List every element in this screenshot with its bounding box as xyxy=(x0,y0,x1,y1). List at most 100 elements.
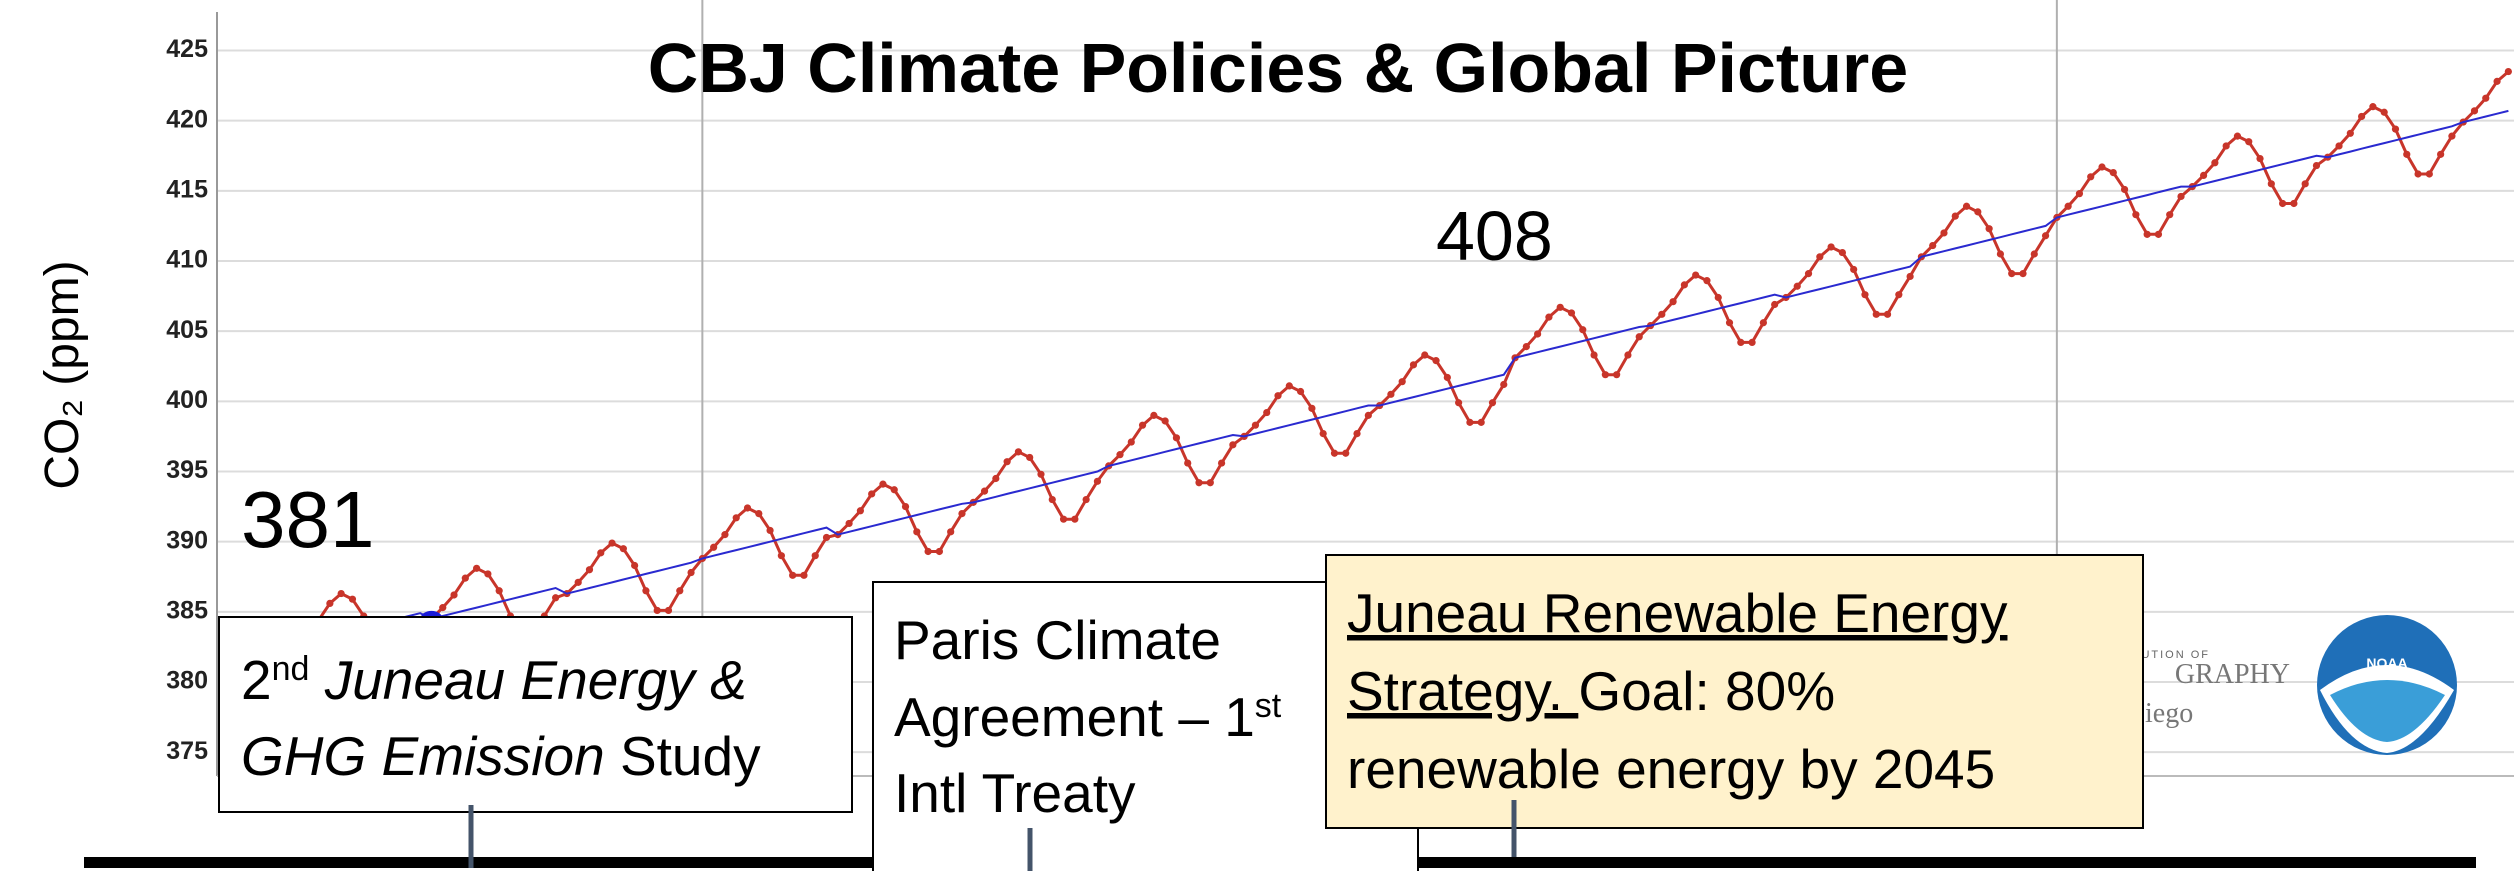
y-tick-label: 400 xyxy=(166,386,208,414)
data-point xyxy=(2143,230,2151,238)
data-point xyxy=(2019,270,2027,278)
data-point xyxy=(348,595,357,603)
data-point xyxy=(2403,150,2411,158)
data-point xyxy=(1477,418,1485,426)
data-point xyxy=(1455,399,1463,407)
data-point xyxy=(1962,202,1971,210)
annotation: 408 xyxy=(1436,197,1553,275)
data-point xyxy=(2301,180,2309,188)
data-point xyxy=(1184,459,1192,467)
data-point xyxy=(1793,282,1801,290)
data-point xyxy=(2064,202,2072,210)
data-point xyxy=(1929,241,1937,250)
data-point xyxy=(1985,225,1993,233)
data-point xyxy=(484,570,492,578)
event-text: Paris Climate xyxy=(894,609,1221,671)
event-text-part: Paris Climate xyxy=(894,609,1221,671)
data-point xyxy=(676,587,684,595)
data-point xyxy=(1048,495,1056,504)
data-point xyxy=(687,568,695,577)
data-point xyxy=(1906,272,1914,281)
event-text-part: Strategy. xyxy=(1347,660,1578,722)
event-text-part: Juneau Energy & xyxy=(309,649,746,711)
y-tick-label: 390 xyxy=(166,526,208,554)
data-point xyxy=(980,487,989,495)
y-tick-label: 405 xyxy=(166,316,208,344)
data-point xyxy=(1692,271,1700,279)
data-point xyxy=(2098,163,2106,171)
annotation: 381 xyxy=(241,475,374,564)
data-point xyxy=(552,594,560,602)
data-point xyxy=(2041,232,2050,240)
data-point xyxy=(597,549,605,557)
data-point xyxy=(1059,515,1068,523)
data-point xyxy=(1172,434,1181,442)
event-text-part: renewable energy by 2045 xyxy=(1347,738,1995,800)
data-point xyxy=(1037,470,1045,478)
data-point xyxy=(2109,169,2117,177)
data-point xyxy=(1635,333,1643,341)
data-point xyxy=(1251,421,1260,429)
data-point xyxy=(1737,338,1745,346)
data-point xyxy=(2414,170,2422,178)
data-point xyxy=(2425,170,2433,178)
data-point xyxy=(2256,154,2264,163)
data-point xyxy=(439,604,447,612)
data-point xyxy=(2211,159,2219,167)
data-point xyxy=(1387,390,1395,398)
data-point xyxy=(1150,411,1158,419)
data-point xyxy=(1951,212,1959,220)
data-point xyxy=(1421,351,1429,359)
data-point xyxy=(822,533,831,542)
data-point xyxy=(1895,291,1903,299)
data-point xyxy=(1285,382,1293,390)
data-point xyxy=(664,606,673,615)
chart-title: CBJ Climate Policies & Global Picture xyxy=(648,29,1908,107)
event-text: Agreement – 1st xyxy=(894,686,1282,748)
logo-text: iego xyxy=(2145,698,2193,729)
y-tick-label: 385 xyxy=(166,596,208,624)
data-point xyxy=(1816,253,1824,261)
data-point xyxy=(1771,300,1779,309)
event-text: Juneau Renewable Energy xyxy=(1347,582,2008,644)
data-point xyxy=(2290,199,2298,208)
data-point xyxy=(653,606,661,615)
data-point xyxy=(721,531,729,539)
data-point xyxy=(1658,310,1666,318)
data-point xyxy=(2504,67,2512,76)
data-point xyxy=(1296,387,1305,396)
data-point xyxy=(1838,248,1846,257)
data-point xyxy=(450,591,458,599)
timeline: 2nd Juneau Energy & GHG Emission Study Par… xyxy=(84,554,2476,871)
event-box xyxy=(218,616,853,813)
data-point xyxy=(2120,185,2129,194)
data-point xyxy=(1217,459,1226,467)
data-point xyxy=(1522,343,1530,351)
data-point xyxy=(1748,338,1756,346)
event-text-part: 2 xyxy=(241,649,272,711)
event-text: renewable energy by 2045 xyxy=(1347,738,1995,800)
y-tick-label: 375 xyxy=(166,737,208,765)
data-point xyxy=(1071,515,1079,523)
data-point xyxy=(2154,230,2163,238)
data-point xyxy=(1409,361,1418,369)
data-point xyxy=(1850,265,1858,274)
y-tick-label: 380 xyxy=(166,667,208,695)
data-point xyxy=(585,566,594,574)
data-point xyxy=(1319,430,1327,438)
event-text-part: Goal: 80% xyxy=(1578,660,1835,722)
data-point xyxy=(1804,270,1813,278)
data-point xyxy=(935,547,943,556)
data-point xyxy=(1161,417,1169,425)
data-point xyxy=(2087,173,2095,181)
event-text: 2nd Juneau Energy & xyxy=(241,649,747,711)
data-point xyxy=(1703,277,1711,285)
data-point xyxy=(1443,373,1451,382)
data-point xyxy=(2391,125,2400,133)
data-point xyxy=(1330,449,1339,457)
data-point xyxy=(811,552,819,560)
data-point xyxy=(789,571,797,579)
data-point xyxy=(1093,477,1102,485)
data-point xyxy=(947,528,955,536)
